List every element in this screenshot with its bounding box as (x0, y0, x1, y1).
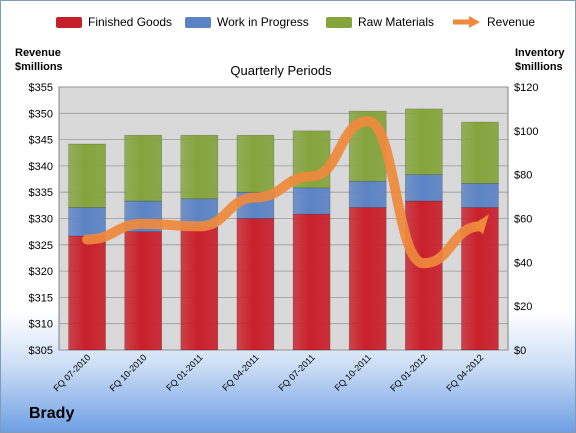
bar-work-in-progress (292, 187, 331, 215)
left-axis-title-line2: $millions (15, 61, 63, 73)
bar-raw-materials (461, 121, 499, 184)
revenue-line (82, 116, 485, 269)
chart-title: Quarterly Periods (230, 63, 332, 78)
legend-swatch-finished-goods (56, 16, 82, 28)
legend-item-finished-goods: Finished Goods (56, 15, 172, 29)
y-right-tick-label: $40 (514, 257, 532, 269)
bar-work-in-progress (404, 174, 443, 202)
y-left-tick-label: $320 (29, 266, 53, 278)
bar-raw-materials (180, 134, 219, 200)
bar-raw-materials (236, 134, 275, 193)
bar-work-in-progress (68, 207, 106, 237)
bar-finished-goods (68, 235, 106, 351)
revenue-arrowhead (472, 214, 489, 235)
y-left-tick-label: $315 (29, 292, 53, 304)
y-left-tick-label: $310 (29, 319, 53, 331)
y-right-tick-label: $100 (514, 126, 538, 138)
legend-label-finished-goods: Finished Goods (88, 15, 173, 29)
y-left-tick-label: $355 (29, 82, 53, 94)
legend-swatch-wip (185, 16, 211, 28)
legend-label-revenue: Revenue (487, 15, 536, 29)
x-tick-label: FQ 10-2011 (333, 352, 374, 393)
y-left-tick-label: $305 (29, 345, 53, 357)
company-name: Brady (29, 405, 75, 422)
bar-raw-materials (68, 143, 106, 208)
bar-raw-materials (124, 134, 163, 202)
bar-work-in-progress (348, 180, 387, 208)
bar-finished-goods (124, 231, 163, 351)
legend: Finished Goods Work in Progress Raw Mate… (1, 15, 575, 35)
y-right-tick-label: $80 (514, 170, 532, 182)
left-axis-title-line1: Revenue (15, 47, 61, 59)
left-axis-title: Revenue $millions (15, 46, 63, 74)
x-tick-label: FQ 10-2010 (108, 352, 149, 393)
y-left-tick-label: $350 (29, 108, 53, 120)
y-left-tick-label: $340 (29, 161, 53, 173)
bar-finished-goods (348, 207, 387, 351)
legend-swatch-raw (326, 16, 352, 28)
x-tick-label: FQ 07-2010 (51, 352, 92, 393)
y-right-tick-label: $20 (514, 301, 532, 313)
x-tick-label: FQ 04-2012 (444, 352, 485, 393)
legend-label-raw: Raw Materials (358, 15, 435, 29)
right-axis-title-line2: $millions (515, 61, 563, 73)
x-tick-label: FQ 01-2011 (164, 352, 205, 393)
x-tick-label: FQ 01-2012 (388, 352, 429, 393)
right-axis-title: Inventory $millions (515, 46, 565, 74)
y-right-tick-label: $60 (514, 214, 532, 226)
bar-finished-goods (292, 213, 331, 351)
legend-item-revenue: Revenue (451, 15, 535, 29)
bar-finished-goods (404, 200, 443, 351)
right-axis-title-line1: Inventory (515, 47, 565, 59)
bar-raw-materials (404, 108, 443, 175)
y-left-tick-label: $330 (29, 214, 53, 226)
bar-work-in-progress (461, 183, 499, 208)
y-left-tick-label: $325 (29, 240, 53, 252)
bar-finished-goods (180, 226, 219, 351)
y-right-tick-label: $0 (514, 345, 526, 357)
y-left-tick-label: $345 (29, 135, 53, 147)
legend-item-raw: Raw Materials (326, 15, 434, 29)
x-tick-label: FQ 04-2011 (220, 352, 261, 393)
y-left-tick-label: $335 (29, 187, 53, 199)
legend-swatch-revenue (453, 16, 480, 28)
legend-item-wip: Work in Progress (185, 15, 309, 29)
legend-label-wip: Work in Progress (217, 15, 309, 29)
bar-finished-goods (236, 218, 275, 351)
y-right-tick-label: $120 (514, 82, 538, 94)
x-tick-label: FQ 07-2011 (276, 352, 317, 393)
